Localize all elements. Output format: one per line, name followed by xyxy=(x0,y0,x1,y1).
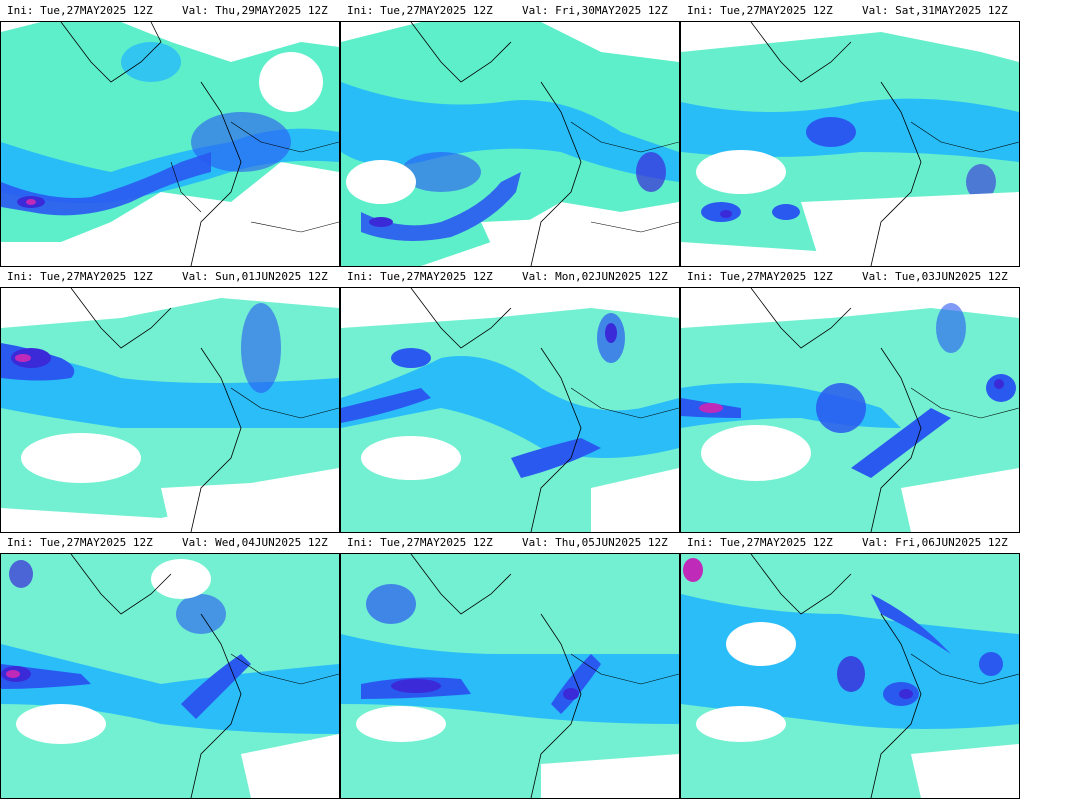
map-graphic xyxy=(1,554,339,798)
init-prefix: Ini: xyxy=(687,536,714,549)
panel-header: Ini: Tue,27MAY2025 12Z Val: Fri,06JUN202… xyxy=(680,532,1020,553)
forecast-panel-2: Ini: Tue,27MAY2025 12Z Val: Fri,30MAY202… xyxy=(340,0,680,267)
init-time: Tue,27MAY2025 12Z xyxy=(380,536,493,549)
map-graphic xyxy=(341,288,679,532)
init-prefix: Ini: xyxy=(347,536,374,549)
valid-time: Sun,01JUN2025 12Z xyxy=(215,270,328,283)
forecast-panel-6: Ini: Tue,27MAY2025 12Z Val: Tue,03JUN202… xyxy=(680,266,1020,533)
init-prefix: Ini: xyxy=(347,4,374,17)
init-time: Tue,27MAY2025 12Z xyxy=(40,536,153,549)
forecast-panel-grid: Ini: Tue,27MAY2025 12Z Val: Thu,29MAY202… xyxy=(0,0,1020,799)
init-prefix: Ini: xyxy=(687,270,714,283)
forecast-panel-3: Ini: Tue,27MAY2025 12Z Val: Sat,31MAY202… xyxy=(680,0,1020,267)
valid-time-label: Val: Sun,01JUN2025 12Z xyxy=(182,266,328,287)
panel-header: Ini: Tue,27MAY2025 12Z Val: Mon,02JUN202… xyxy=(340,266,680,287)
valid-prefix: Val: xyxy=(862,270,889,283)
panel-header: Ini: Tue,27MAY2025 12Z Val: Wed,04JUN202… xyxy=(0,532,340,553)
precipitation-map xyxy=(340,553,680,799)
init-prefix: Ini: xyxy=(687,4,714,17)
init-time: Tue,27MAY2025 12Z xyxy=(380,270,493,283)
precipitation-map xyxy=(680,287,1020,533)
init-prefix: Ini: xyxy=(347,270,374,283)
panel-header: Ini: Tue,27MAY2025 12Z Val: Sun,01JUN202… xyxy=(0,266,340,287)
valid-time: Sat,31MAY2025 12Z xyxy=(895,4,1008,17)
valid-time-label: Val: Fri,30MAY2025 12Z xyxy=(522,0,668,21)
init-time: Tue,27MAY2025 12Z xyxy=(720,536,833,549)
init-prefix: Ini: xyxy=(7,270,34,283)
precipitation-map xyxy=(0,287,340,533)
valid-time: Fri,06JUN2025 12Z xyxy=(895,536,1008,549)
valid-time: Tue,03JUN2025 12Z xyxy=(895,270,1008,283)
valid-prefix: Val: xyxy=(522,536,549,549)
map-graphic xyxy=(341,22,679,266)
map-graphic xyxy=(681,22,1019,266)
map-graphic xyxy=(681,554,1019,798)
init-prefix: Ini: xyxy=(7,4,34,17)
valid-prefix: Val: xyxy=(862,536,889,549)
map-graphic xyxy=(1,288,339,532)
init-time-label: Ini: Tue,27MAY2025 12Z xyxy=(7,532,153,553)
panel-header: Ini: Tue,27MAY2025 12Z Val: Tue,03JUN202… xyxy=(680,266,1020,287)
init-time-label: Ini: Tue,27MAY2025 12Z xyxy=(347,0,493,21)
valid-time-label: Val: Tue,03JUN2025 12Z xyxy=(862,266,1008,287)
precipitation-map xyxy=(340,21,680,267)
valid-time-label: Val: Wed,04JUN2025 12Z xyxy=(182,532,328,553)
init-time-label: Ini: Tue,27MAY2025 12Z xyxy=(687,532,833,553)
precipitation-map xyxy=(680,21,1020,267)
forecast-panel-9: Ini: Tue,27MAY2025 12Z Val: Fri,06JUN202… xyxy=(680,532,1020,799)
valid-time: Mon,02JUN2025 12Z xyxy=(555,270,668,283)
panel-header: Ini: Tue,27MAY2025 12Z Val: Sat,31MAY202… xyxy=(680,0,1020,21)
precipitation-map xyxy=(680,553,1020,799)
init-time: Tue,27MAY2025 12Z xyxy=(40,4,153,17)
forecast-panel-4: Ini: Tue,27MAY2025 12Z Val: Sun,01JUN202… xyxy=(0,266,340,533)
valid-time-label: Val: Fri,06JUN2025 12Z xyxy=(862,532,1008,553)
map-graphic xyxy=(341,554,679,798)
panel-header: Ini: Tue,27MAY2025 12Z Val: Thu,05JUN202… xyxy=(340,532,680,553)
map-graphic xyxy=(681,288,1019,532)
precipitation-map xyxy=(340,287,680,533)
init-prefix: Ini: xyxy=(7,536,34,549)
forecast-panel-7: Ini: Tue,27MAY2025 12Z Val: Wed,04JUN202… xyxy=(0,532,340,799)
init-time-label: Ini: Tue,27MAY2025 12Z xyxy=(687,266,833,287)
init-time-label: Ini: Tue,27MAY2025 12Z xyxy=(7,266,153,287)
forecast-panel-1: Ini: Tue,27MAY2025 12Z Val: Thu,29MAY202… xyxy=(0,0,340,267)
forecast-panel-5: Ini: Tue,27MAY2025 12Z Val: Mon,02JUN202… xyxy=(340,266,680,533)
init-time-label: Ini: Tue,27MAY2025 12Z xyxy=(347,266,493,287)
forecast-panel-8: Ini: Tue,27MAY2025 12Z Val: Thu,05JUN202… xyxy=(340,532,680,799)
init-time: Tue,27MAY2025 12Z xyxy=(40,270,153,283)
valid-prefix: Val: xyxy=(862,4,889,17)
valid-time-label: Val: Mon,02JUN2025 12Z xyxy=(522,266,668,287)
init-time: Tue,27MAY2025 12Z xyxy=(720,270,833,283)
valid-prefix: Val: xyxy=(522,270,549,283)
precipitation-map xyxy=(0,21,340,267)
init-time-label: Ini: Tue,27MAY2025 12Z xyxy=(7,0,153,21)
init-time-label: Ini: Tue,27MAY2025 12Z xyxy=(687,0,833,21)
valid-time: Thu,29MAY2025 12Z xyxy=(215,4,328,17)
valid-prefix: Val: xyxy=(182,536,209,549)
precipitation-map xyxy=(0,553,340,799)
valid-time: Wed,04JUN2025 12Z xyxy=(215,536,328,549)
valid-time-label: Val: Thu,05JUN2025 12Z xyxy=(522,532,668,553)
map-graphic xyxy=(1,22,339,266)
valid-time-label: Val: Thu,29MAY2025 12Z xyxy=(182,0,328,21)
valid-prefix: Val: xyxy=(182,270,209,283)
init-time-label: Ini: Tue,27MAY2025 12Z xyxy=(347,532,493,553)
panel-header: Ini: Tue,27MAY2025 12Z Val: Thu,29MAY202… xyxy=(0,0,340,21)
valid-prefix: Val: xyxy=(522,4,549,17)
panel-header: Ini: Tue,27MAY2025 12Z Val: Fri,30MAY202… xyxy=(340,0,680,21)
valid-time: Thu,05JUN2025 12Z xyxy=(555,536,668,549)
valid-time-label: Val: Sat,31MAY2025 12Z xyxy=(862,0,1008,21)
valid-prefix: Val: xyxy=(182,4,209,17)
init-time: Tue,27MAY2025 12Z xyxy=(720,4,833,17)
valid-time: Fri,30MAY2025 12Z xyxy=(555,4,668,17)
init-time: Tue,27MAY2025 12Z xyxy=(380,4,493,17)
